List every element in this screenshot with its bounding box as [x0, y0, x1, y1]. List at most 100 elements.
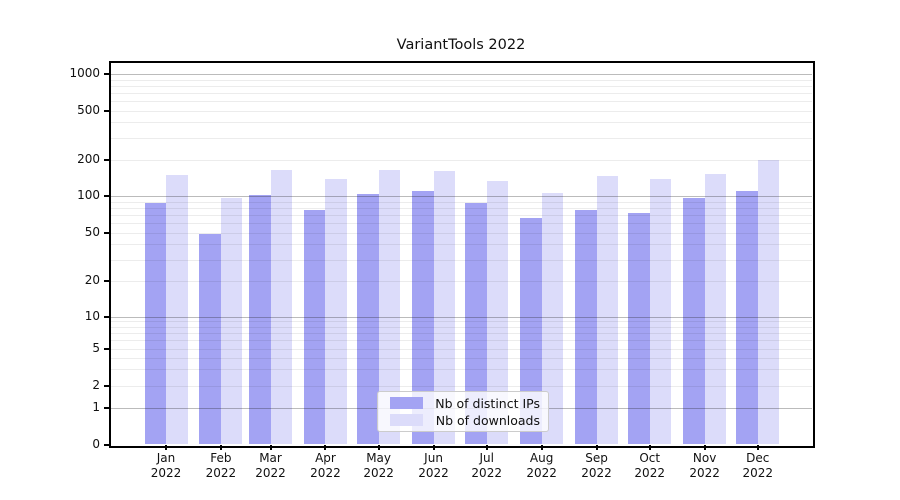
bar-downloads [541, 193, 564, 445]
x-tick-label: Aug 2022 [512, 451, 572, 481]
bar-downloads [757, 160, 780, 445]
x-tick-label: Apr 2022 [295, 451, 355, 481]
gridline-200 [110, 159, 812, 161]
bar-distinct-ips [575, 209, 597, 445]
x-tick-label-month: Feb [210, 451, 232, 465]
x-tick-label: Jun 2022 [404, 451, 464, 481]
x-tick-label-month: Jun [424, 451, 443, 465]
bar-distinct-ips [628, 213, 650, 445]
y-tick-label: 20 [84, 273, 100, 287]
x-tick-label-year: 2022 [581, 466, 612, 480]
legend-row: Nb of downloads [390, 412, 540, 428]
gridline-60 [110, 222, 812, 224]
x-tick-label-year: 2022 [363, 466, 394, 480]
bar-downloads [596, 176, 619, 445]
x-tick [648, 445, 651, 450]
x-tick-label-year: 2022 [205, 466, 237, 480]
gridline-2 [110, 385, 812, 387]
y-tick-label: 200 [77, 151, 100, 166]
gridline-9 [110, 321, 812, 323]
bar-downloads [270, 169, 293, 445]
gridline-6 [110, 340, 812, 342]
x-tick [377, 445, 380, 450]
gridline-100 [110, 196, 812, 197]
gridline-50 [110, 232, 812, 234]
y-tick [104, 443, 109, 446]
legend-label: Nb of downloads [435, 412, 540, 428]
y-tick [104, 348, 109, 350]
legend-swatch-distinct-ips [390, 397, 423, 409]
x-tick-label-month: Apr [315, 451, 336, 465]
gridline-300 [110, 137, 812, 139]
x-tick-label-year: 2022 [526, 466, 557, 480]
y-tick-label: 500 [77, 102, 100, 117]
x-tick-label: Oct 2022 [620, 451, 680, 481]
chart-title: VariantTools 2022 [396, 37, 526, 53]
bar-distinct-ips [683, 198, 705, 445]
x-tick-label-year: 2022 [255, 466, 286, 480]
y-tick [104, 109, 109, 112]
bar-distinct-ips [303, 210, 326, 445]
bar-distinct-ips [249, 195, 271, 445]
bar-downloads [378, 169, 401, 445]
x-tick-label: Jul 2022 [457, 451, 517, 481]
gridline-1000 [110, 74, 812, 75]
gridline-4 [110, 357, 812, 359]
bar-distinct-ips [144, 202, 166, 445]
x-tick-label-month: Mar [259, 451, 282, 465]
x-tick-label-month: Aug [529, 451, 554, 465]
gridline-700 [110, 92, 812, 94]
gridline-70 [110, 214, 812, 216]
x-tick-label-month: Jan [156, 451, 176, 465]
bar-distinct-ips [199, 233, 221, 445]
legend-row: Nb of distinct IPs [390, 395, 540, 411]
bar-downloads [166, 174, 188, 445]
gridline-600 [110, 100, 812, 102]
x-tick-label: Nov 2022 [675, 451, 735, 481]
bar-distinct-ips [357, 194, 379, 445]
gridline-900 [110, 79, 812, 81]
x-tick-label: Jan 2022 [136, 451, 196, 481]
y-tick-label: 50 [84, 224, 100, 239]
x-tick-label-month: Dec [746, 451, 770, 465]
gridline-5 [110, 349, 812, 350]
x-tick-label-month: Sep [585, 451, 608, 465]
gridline-20 [110, 281, 812, 282]
gridline-8 [110, 326, 812, 328]
gridline-800 [110, 85, 812, 87]
x-tick [595, 445, 598, 450]
y-tick-label: 100 [77, 188, 100, 202]
y-tick-label: 2 [92, 377, 100, 392]
legend-label: Nb of distinct IPs [435, 395, 540, 411]
y-tick-label: 1 [92, 400, 100, 414]
bar-downloads [220, 198, 243, 445]
y-tick-label: 10 [84, 308, 100, 323]
x-tick-label: Dec 2022 [728, 451, 788, 481]
x-tick-label-year: 2022 [742, 466, 774, 480]
bar-distinct-ips [412, 190, 434, 445]
bar-distinct-ips [465, 203, 487, 445]
x-tick-label-month: Oct [639, 451, 661, 465]
legend-swatch-downloads [390, 414, 423, 426]
x-tick-label-month: Jul [479, 451, 494, 465]
grid-layer [110, 62, 812, 445]
x-tick [269, 445, 272, 450]
gridline-500 [110, 110, 812, 112]
x-tick [540, 445, 543, 450]
x-tick [485, 445, 488, 450]
y-tick [104, 407, 109, 409]
x-tick-label-year: 2022 [310, 466, 341, 480]
y-tick-label: 0 [92, 436, 100, 451]
gridline-80 [110, 207, 812, 209]
x-tick [165, 445, 167, 450]
gridline-90 [110, 201, 812, 203]
y-tick [104, 384, 109, 387]
bar-downloads [486, 181, 509, 445]
y-tick [104, 231, 109, 234]
gridline-3 [110, 369, 812, 371]
y-tick-label: 1000 [69, 66, 100, 80]
y-tick [104, 315, 109, 318]
gridline-40 [110, 244, 812, 246]
bar-downloads [649, 178, 672, 445]
